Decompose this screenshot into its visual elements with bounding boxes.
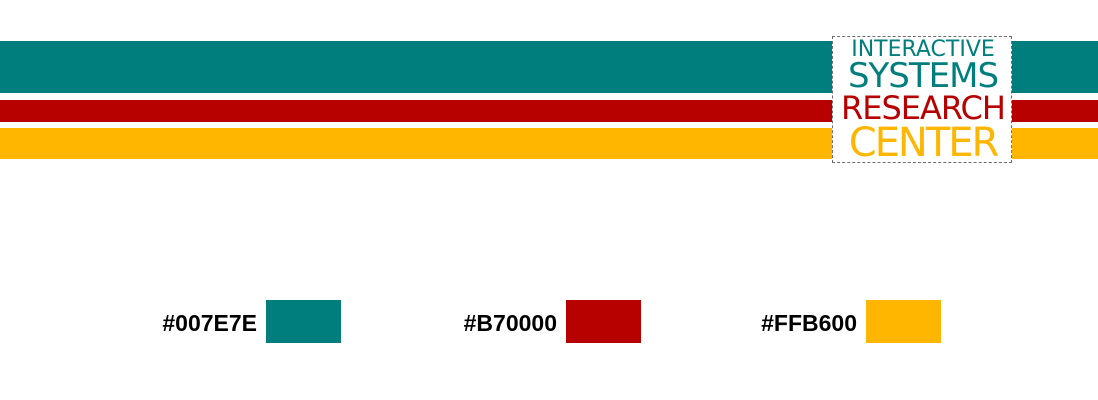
swatch-group-red: #B70000 [400,300,641,343]
red-stripe [0,100,1098,122]
logo-line-research: RESEARCH [841,89,1006,127]
swatch-group-yellow: #FFB600 [700,300,941,343]
color-swatch-teal [266,300,341,343]
color-swatch-yellow [866,300,941,343]
swatch-label: #FFB600 [761,310,857,336]
swatch-label: #B70000 [463,310,557,336]
swatch-label: #007E7E [162,310,257,336]
logo-line-systems: SYSTEMS [847,56,999,96]
color-swatch-red [566,300,641,343]
swatch-group-teal: #007E7E [100,300,341,343]
logo-line-interactive: INTERACTIVE [851,37,995,62]
logo-line-center: CENTER [848,120,1000,163]
logo: INTERACTIVE SYSTEMS RESEARCH CENTER [832,36,1012,163]
